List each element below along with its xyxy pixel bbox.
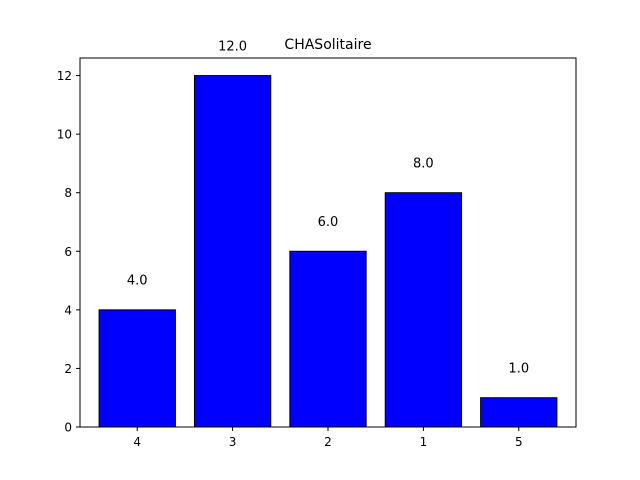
- bars-group: [98, 75, 558, 428]
- y-tick-label: 10: [57, 128, 72, 142]
- bar-5: [480, 397, 558, 428]
- data-label-1: 8.0: [413, 156, 434, 171]
- y-tick-label: 4: [64, 303, 72, 317]
- data-labels-group: 4.0 12.0 6.0 8.0 1.0: [127, 39, 529, 376]
- data-label-4: 4.0: [127, 274, 148, 289]
- y-axis: 0 2 4 6 8 10 12: [57, 69, 80, 435]
- bar-4: [98, 309, 176, 428]
- chart-title: CHASolitaire: [284, 37, 371, 53]
- plot-frame: [79, 57, 577, 428]
- x-tick-label: 1: [420, 435, 428, 449]
- x-tick-label: 2: [324, 435, 332, 449]
- bar-3: [193, 75, 272, 428]
- bar-1: [384, 192, 463, 428]
- y-tick-label: 12: [57, 69, 72, 83]
- y-tick-label: 8: [64, 186, 72, 200]
- y-tick-label: 2: [64, 362, 72, 376]
- y-tick-label: 0: [64, 421, 72, 435]
- x-axis: 4 3 2 1 5: [133, 427, 523, 449]
- bar-2: [289, 250, 367, 428]
- x-tick-label: 3: [229, 435, 237, 449]
- y-tick-label: 6: [64, 245, 72, 259]
- x-tick-label: 4: [133, 435, 141, 449]
- data-label-2: 6.0: [318, 215, 339, 230]
- x-tick-label: 5: [515, 435, 523, 449]
- data-label-3: 12.0: [218, 39, 247, 54]
- data-label-5: 1.0: [508, 361, 529, 376]
